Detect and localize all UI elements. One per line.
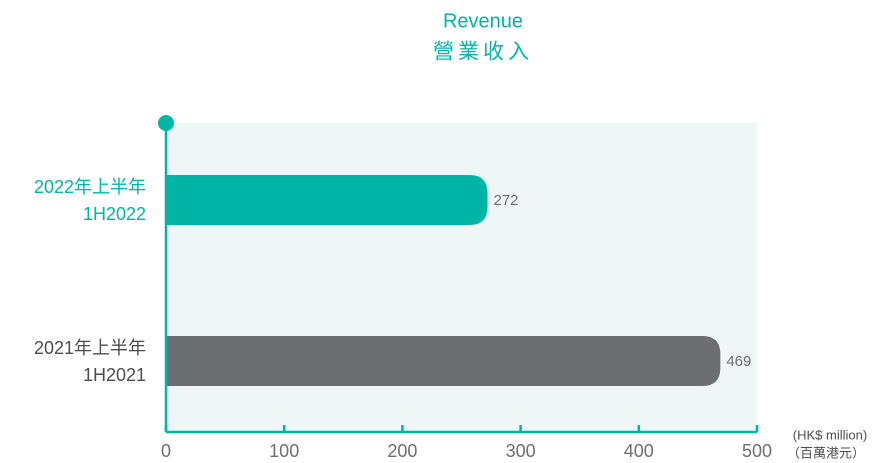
bar bbox=[166, 336, 721, 386]
y-tick-label: 2021年上半年 bbox=[34, 338, 146, 358]
x-tick-label: 0 bbox=[161, 441, 171, 461]
x-axis-label: （百萬港元） bbox=[787, 445, 865, 460]
y-tick-label: 1H2022 bbox=[83, 204, 146, 224]
x-tick-label: 500 bbox=[742, 441, 772, 461]
y-tick-label: 2022年上半年 bbox=[34, 177, 146, 197]
x-tick-label: 200 bbox=[387, 441, 417, 461]
bar bbox=[166, 175, 488, 225]
y-tick-label: 1H2021 bbox=[83, 365, 146, 385]
chart-title: Revenue bbox=[443, 10, 523, 32]
x-tick-label: 300 bbox=[506, 441, 536, 461]
axis-dot bbox=[158, 115, 174, 131]
x-tick-label: 100 bbox=[269, 441, 299, 461]
value-label: 272 bbox=[494, 192, 519, 209]
chart-subtitle: 營業收入 bbox=[433, 41, 533, 64]
x-tick-label: 400 bbox=[624, 441, 654, 461]
value-label: 469 bbox=[726, 353, 751, 370]
x-axis-label: (HK$ million) bbox=[793, 427, 867, 442]
